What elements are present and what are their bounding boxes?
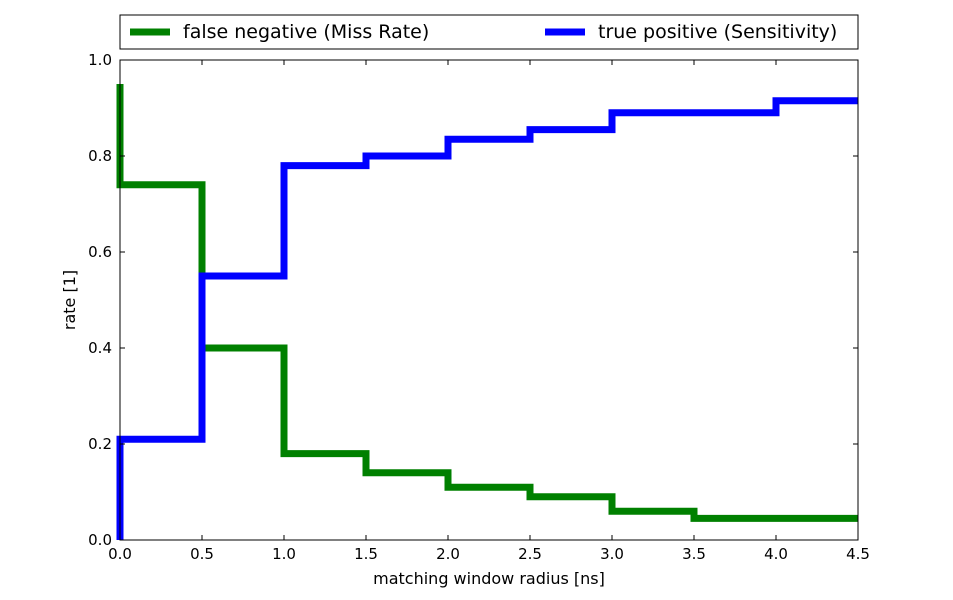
legend-label-false-negative: false negative (Miss Rate) (183, 21, 429, 43)
series-layer (116, 84, 858, 540)
legend: false negative (Miss Rate) true positive… (119, 14, 859, 50)
y-tick-label: 0.8 (88, 147, 112, 165)
x-tick-label: 1.5 (354, 545, 378, 563)
legend-box (119, 14, 859, 50)
x-axis-label: matching window radius [ns] (373, 569, 605, 588)
x-tick-label: 0.5 (190, 545, 214, 563)
y-tick-label: 0.2 (88, 435, 112, 453)
x-tick-label: 1.0 (272, 545, 296, 563)
ticks-layer: 0.0 0.5 1.0 1.5 2.0 2.5 3.0 3.5 4.0 4.5 0.0 0.2 0.4 0… (88, 51, 870, 563)
x-tick-label: 0.0 (108, 545, 132, 563)
y-tick-label: 0.4 (88, 339, 112, 357)
legend-label-true-positive: true positive (Sensitivity) (598, 21, 837, 43)
y-tick-label: 0.0 (88, 531, 112, 549)
x-tick-label: 2.0 (436, 545, 460, 563)
x-tick-label: 3.0 (600, 545, 624, 563)
x-tick-label: 2.5 (518, 545, 542, 563)
y-tick-label: 1.0 (88, 51, 112, 69)
plot-frame (119, 59, 859, 541)
x-tick-label: 3.5 (682, 545, 706, 563)
x-tick-label: 4.0 (764, 545, 788, 563)
y-tick-label: 0.6 (88, 243, 112, 261)
series-line-1 (116, 97, 858, 540)
series-line-0 (116, 84, 858, 522)
y-axis-label: rate [1] (60, 270, 79, 330)
x-tick-label: 4.5 (846, 545, 870, 563)
